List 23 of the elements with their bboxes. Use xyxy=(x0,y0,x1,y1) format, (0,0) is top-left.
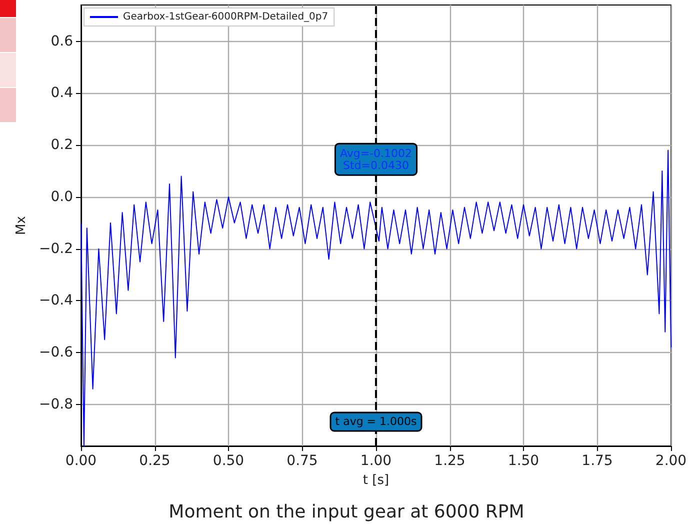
x-tick-label: 1.00 xyxy=(360,453,392,469)
x-tick-label: 0.50 xyxy=(212,453,244,469)
x-tick-label: 1.25 xyxy=(434,453,466,469)
legend-label: Gearbox-1stGear-6000RPM-Detailed_0p7 xyxy=(123,12,328,22)
y-tick-label: −0.2 xyxy=(39,240,73,257)
y-tick-label: −0.6 xyxy=(39,344,74,361)
y-axis-title: Mx xyxy=(14,216,30,235)
text: Moment on the input gear at 6000 RPM xyxy=(168,502,524,522)
y-tick-label: 0.4 xyxy=(50,85,74,102)
y-tick-label: −0.8 xyxy=(39,396,73,412)
y-tick-label: 0.0 xyxy=(50,188,73,205)
y-tick-label: 0.6 xyxy=(50,33,74,50)
x-tick-label: 1.50 xyxy=(508,453,540,469)
x-tick-label: 1.75 xyxy=(582,453,613,469)
x-axis-title: t [s] xyxy=(362,473,390,488)
y-tick-label: 0.2 xyxy=(50,137,73,154)
x-tick-label: 2.00 xyxy=(655,453,687,469)
x-tick-label: 0.00 xyxy=(65,453,97,469)
ref-line-label: t avg = 1.000s xyxy=(335,415,417,428)
x-tick-label: 0.75 xyxy=(286,453,318,469)
y-tick-label: −0.4 xyxy=(39,292,74,309)
x-tick-label: 0.25 xyxy=(139,453,170,469)
annotation: Avg=-0.1002 Std=0.0430 xyxy=(340,146,412,172)
